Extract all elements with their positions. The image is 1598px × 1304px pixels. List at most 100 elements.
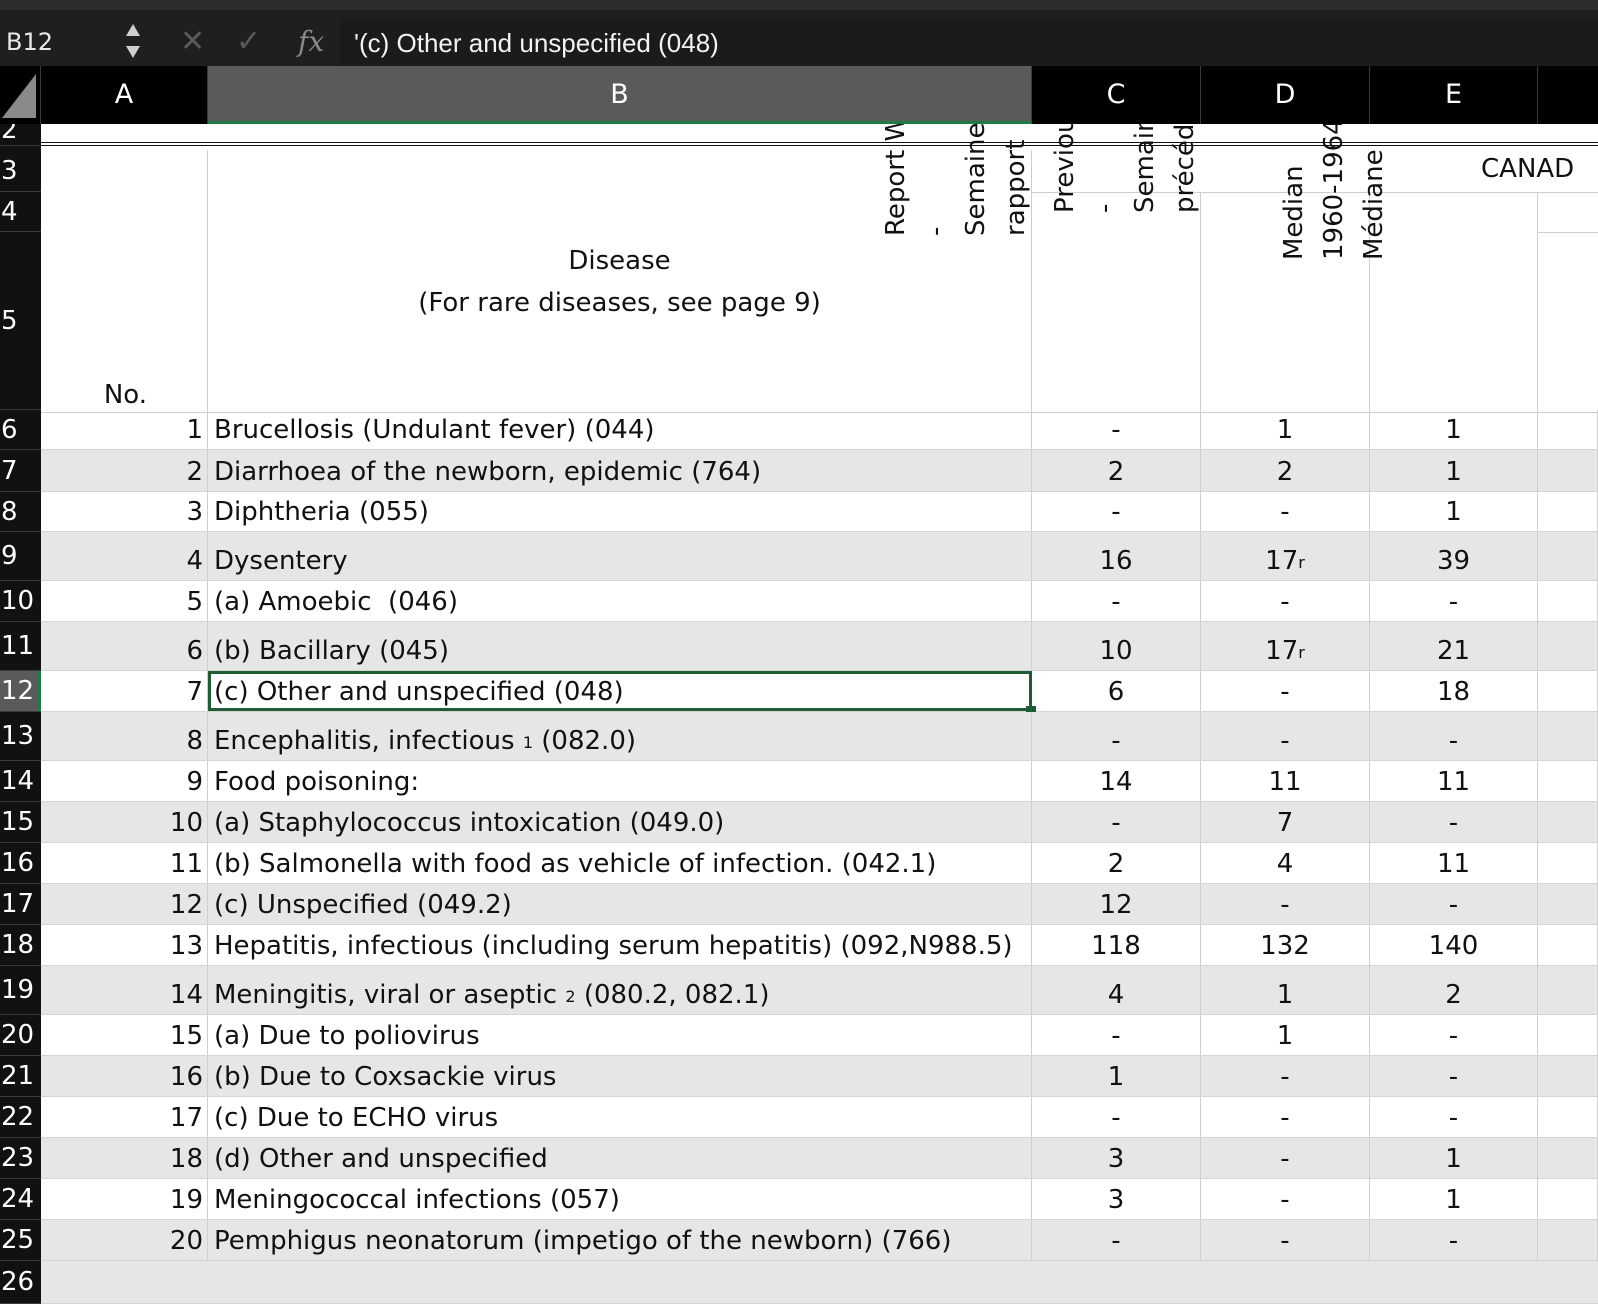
cell-no[interactable]: 6: [41, 622, 208, 670]
cell-disease[interactable]: Meningitis, viral or aseptic 2 (080.2, 0…: [208, 966, 1032, 1014]
row-header[interactable]: 23: [0, 1138, 41, 1179]
cell-f[interactable]: [1538, 450, 1598, 491]
cell-report-week[interactable]: -: [1032, 410, 1201, 449]
cell-report-week[interactable]: -: [1032, 802, 1201, 842]
cell-median[interactable]: 2: [1370, 966, 1538, 1014]
cell-no[interactable]: 14: [41, 966, 208, 1014]
cell-previous-week[interactable]: 4: [1201, 843, 1370, 883]
cell-f[interactable]: [1538, 1015, 1598, 1055]
selected-cell-b12[interactable]: (c) Other and unspecified (048): [208, 671, 1036, 716]
cell-report-week[interactable]: 10: [1032, 622, 1201, 670]
cell-disease[interactable]: Food poisoning:: [208, 761, 1032, 801]
row-header[interactable]: 7: [0, 450, 41, 492]
cell-f[interactable]: [1538, 1056, 1598, 1096]
row-header[interactable]: 8: [0, 492, 41, 532]
row-header[interactable]: 24: [0, 1179, 41, 1220]
row-header[interactable]: 10: [0, 581, 41, 622]
cell-disease[interactable]: (b) Due to Coxsackie virus: [208, 1056, 1032, 1096]
row-header[interactable]: 11: [0, 622, 41, 671]
cell-f[interactable]: [1538, 802, 1598, 842]
row-header[interactable]: 5: [0, 232, 41, 410]
cell-previous-week[interactable]: 132: [1201, 925, 1370, 965]
cell-no[interactable]: 3: [41, 492, 208, 531]
column-header-e[interactable]: E: [1370, 66, 1538, 124]
cell-median[interactable]: 140: [1370, 925, 1538, 965]
cell-disease[interactable]: (a) Amoebic (046): [208, 581, 1032, 621]
cell-f[interactable]: [1538, 581, 1598, 621]
formula-input[interactable]: [340, 20, 1598, 66]
cell-f[interactable]: [1538, 671, 1598, 711]
cell-report-week[interactable]: 2: [1032, 843, 1201, 883]
name-box[interactable]: B12: [6, 28, 54, 56]
row-header[interactable]: 26: [0, 1261, 41, 1304]
cell-median[interactable]: 18: [1370, 671, 1538, 711]
cell-median[interactable]: -: [1370, 712, 1538, 760]
cell-report-week[interactable]: -: [1032, 712, 1201, 760]
cell-report-week[interactable]: 2: [1032, 450, 1201, 491]
cell-report-week[interactable]: 6: [1032, 671, 1201, 711]
cell-previous-week[interactable]: 11: [1201, 761, 1370, 801]
cell-f[interactable]: [1538, 761, 1598, 801]
cell-no[interactable]: 20: [41, 1220, 208, 1260]
row-header[interactable]: 9: [0, 532, 41, 581]
cell-previous-week[interactable]: 17 r: [1201, 532, 1370, 580]
cell-disease[interactable]: (c) Due to ECHO virus: [208, 1097, 1032, 1137]
header-disease-cell[interactable]: Disease (For rare diseases, see page 9): [208, 150, 1032, 412]
cell-disease[interactable]: Dysentery: [208, 532, 1032, 580]
cell-no[interactable]: 4: [41, 532, 208, 580]
cell-no[interactable]: 9: [41, 761, 208, 801]
cell-report-week[interactable]: 3: [1032, 1138, 1201, 1178]
row-header[interactable]: 13: [0, 712, 41, 761]
cell-median[interactable]: 1: [1370, 1179, 1538, 1219]
cell-median[interactable]: -: [1370, 1015, 1538, 1055]
cell-median[interactable]: 21: [1370, 622, 1538, 670]
cell-f[interactable]: [1538, 532, 1598, 580]
cell-median[interactable]: -: [1370, 1056, 1538, 1096]
column-header-b[interactable]: B: [208, 66, 1032, 124]
cell-disease[interactable]: Meningococcal infections (057): [208, 1179, 1032, 1219]
cell-no[interactable]: 5: [41, 581, 208, 621]
cell-previous-week[interactable]: -: [1201, 671, 1370, 711]
column-header-d[interactable]: D: [1201, 66, 1370, 124]
cell-no[interactable]: 1: [41, 410, 208, 449]
row-header[interactable]: 3: [0, 150, 41, 192]
row-header[interactable]: 16: [0, 843, 41, 884]
row-header[interactable]: 14: [0, 761, 41, 802]
cell-no[interactable]: 10: [41, 802, 208, 842]
cell-previous-week[interactable]: 2: [1201, 450, 1370, 491]
cell-no[interactable]: 12: [41, 884, 208, 924]
cell-previous-week[interactable]: -: [1201, 492, 1370, 531]
cell-report-week[interactable]: 16: [1032, 532, 1201, 580]
cell-previous-week[interactable]: 17 r: [1201, 622, 1370, 670]
cell-previous-week[interactable]: 1: [1201, 1015, 1370, 1055]
cell-report-week[interactable]: 1: [1032, 1056, 1201, 1096]
cell-previous-week[interactable]: -: [1201, 1056, 1370, 1096]
cell-report-week[interactable]: 14: [1032, 761, 1201, 801]
cell-previous-week[interactable]: -: [1201, 712, 1370, 760]
header-previous-week-cell[interactable]: Previous Week - Semaine précédente: [1050, 124, 1370, 412]
cell-disease[interactable]: (b) Salmonella with food as vehicle of i…: [208, 843, 1032, 883]
cell-no[interactable]: 2: [41, 450, 208, 491]
cell-f[interactable]: [1538, 410, 1598, 449]
cell-median[interactable]: 11: [1370, 843, 1538, 883]
cancel-icon[interactable]: ✕: [180, 24, 206, 59]
cell-f[interactable]: [1538, 492, 1598, 531]
cell-f[interactable]: [1538, 843, 1598, 883]
cell-report-week[interactable]: -: [1032, 1097, 1201, 1137]
cell-f[interactable]: [1538, 884, 1598, 924]
row-header[interactable]: 19: [0, 966, 41, 1015]
cell-disease[interactable]: Encephalitis, infectious 1 (082.0): [208, 712, 1032, 760]
row-header[interactable]: 21: [0, 1056, 41, 1097]
cell-median[interactable]: -: [1370, 1220, 1538, 1260]
row-header[interactable]: 12: [0, 671, 41, 712]
cell-no[interactable]: 17: [41, 1097, 208, 1137]
cell-median[interactable]: 39: [1370, 532, 1538, 580]
cell-report-week[interactable]: -: [1032, 492, 1201, 531]
cell-median[interactable]: -: [1370, 581, 1538, 621]
header-median-cell[interactable]: Median 1960-1964 Médiane: [1279, 124, 1538, 412]
cell-no[interactable]: 8: [41, 712, 208, 760]
function-icon[interactable]: fx: [298, 25, 325, 58]
name-box-stepper-icon[interactable]: [126, 24, 146, 64]
row-header[interactable]: 6: [0, 410, 41, 450]
cell-f[interactable]: [1538, 622, 1598, 670]
